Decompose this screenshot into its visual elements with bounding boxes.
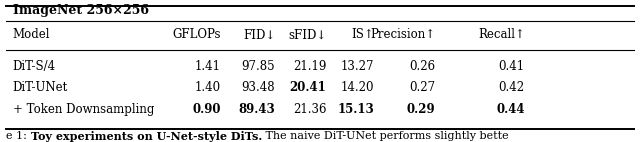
Text: DiT-S/4: DiT-S/4	[13, 59, 56, 73]
Text: 0.42: 0.42	[499, 81, 525, 94]
Text: 89.43: 89.43	[239, 103, 275, 116]
Text: GFLOPs: GFLOPs	[172, 28, 221, 41]
Text: The naive DiT-UNet performs slightly bette: The naive DiT-UNet performs slightly bet…	[262, 131, 509, 141]
Text: 0.44: 0.44	[496, 103, 525, 116]
Text: ImageNet 256×256: ImageNet 256×256	[13, 4, 149, 17]
Text: e 1:: e 1:	[6, 131, 31, 141]
Text: 97.85: 97.85	[241, 59, 275, 73]
Text: 15.13: 15.13	[338, 103, 374, 116]
Text: Precision↑: Precision↑	[370, 28, 435, 41]
Text: 93.48: 93.48	[241, 81, 275, 94]
Text: FID↓: FID↓	[243, 28, 275, 41]
Text: 20.41: 20.41	[290, 81, 326, 94]
Text: 0.29: 0.29	[406, 103, 435, 116]
Text: 13.27: 13.27	[341, 59, 374, 73]
Text: 21.36: 21.36	[293, 103, 326, 116]
Text: + Token Downsampling: + Token Downsampling	[13, 103, 154, 116]
Text: 21.19: 21.19	[293, 59, 326, 73]
Text: 1.41: 1.41	[195, 59, 221, 73]
Text: Toy experiments on U-Net-style DiTs.: Toy experiments on U-Net-style DiTs.	[31, 131, 262, 142]
Text: 14.20: 14.20	[341, 81, 374, 94]
Text: 0.90: 0.90	[192, 103, 221, 116]
Text: 0.41: 0.41	[499, 59, 525, 73]
Text: DiT-UNet: DiT-UNet	[13, 81, 68, 94]
Text: 0.26: 0.26	[409, 59, 435, 73]
Text: 0.27: 0.27	[409, 81, 435, 94]
Text: 1.40: 1.40	[195, 81, 221, 94]
Text: Recall↑: Recall↑	[478, 28, 525, 41]
Text: sFID↓: sFID↓	[288, 28, 326, 41]
Text: IS↑: IS↑	[351, 28, 374, 41]
Text: Model: Model	[13, 28, 51, 41]
